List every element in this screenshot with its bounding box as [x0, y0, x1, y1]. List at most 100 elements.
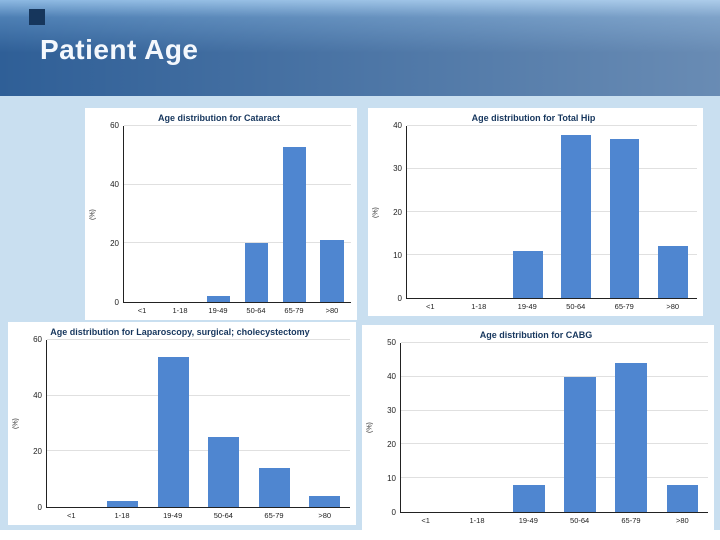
bar-50-64	[208, 437, 240, 507]
bar-slot	[452, 343, 503, 512]
x-tick-label: 65-79	[621, 516, 641, 525]
x-tick-label: 65-79	[614, 302, 634, 311]
x-tick-label: 65-79	[264, 511, 284, 520]
bar-slot	[162, 126, 200, 302]
chart-body: (%) 60 40 20 0 <1 1-18 19-49 50-64 65-79 >80	[87, 122, 351, 318]
slide-header: Patient Age	[0, 0, 720, 96]
x-tick-label: >80	[666, 302, 680, 311]
bar-slot	[124, 126, 162, 302]
y-axis: 60 40 20 0	[99, 122, 123, 307]
y-tick-label: 60	[110, 121, 119, 130]
bar->80	[309, 495, 341, 507]
bar-slot	[455, 126, 503, 298]
y-tick-label: 30	[393, 164, 402, 174]
x-axis: <1 1-18 19-49 50-64 65-79 >80	[123, 303, 351, 318]
y-tick-label: 20	[33, 447, 42, 456]
y-axis: 60 40 20 0	[22, 336, 46, 512]
bar-65-79	[609, 138, 640, 298]
gridline	[407, 211, 697, 212]
gridline	[407, 168, 697, 169]
bar-slot	[504, 126, 552, 298]
x-axis: <1 1-18 19-49 50-64 65-79 >80	[400, 513, 708, 528]
y-tick-label: 20	[393, 207, 402, 217]
y-axis: 50 40 30 20 10 0	[376, 339, 400, 517]
bar-slot	[200, 126, 238, 302]
x-axis: <1 1-18 19-49 50-64 65-79 >80	[46, 508, 350, 523]
bar-slot	[407, 126, 455, 298]
chart-cabg: Age distribution for CABG (%) 50 40 30 20 10…	[362, 325, 714, 530]
plot-area	[406, 125, 697, 299]
y-axis: 40 30 20 10 0	[382, 122, 406, 303]
bar-slot	[606, 343, 657, 512]
bar-19-49	[513, 484, 545, 512]
bar-1-18	[107, 501, 139, 507]
bar-slot	[300, 340, 351, 507]
x-tick-label: 1-18	[172, 306, 188, 315]
y-tick-label: 0	[37, 503, 42, 512]
bar-65-79	[282, 146, 306, 302]
y-axis-label: (%)	[12, 418, 20, 430]
bar-slot	[249, 340, 300, 507]
plot-area	[123, 125, 351, 303]
y-tick-label: 50	[387, 338, 396, 347]
x-axis: <1 1-18 19-49 50-64 65-79 >80	[406, 299, 697, 314]
bar-slot	[237, 126, 275, 302]
bar-65-79	[615, 363, 648, 512]
x-tick-label: 50-64	[246, 306, 266, 315]
decorative-square	[29, 9, 45, 25]
y-axis-label: (%)	[366, 422, 374, 434]
bar-slot	[401, 343, 452, 512]
y-tick-label: 10	[387, 474, 396, 483]
bar-19-49	[512, 250, 543, 298]
x-tick-label: 1-18	[469, 516, 485, 525]
gridline	[401, 409, 708, 411]
bar-50-64	[244, 243, 269, 302]
x-tick-label: >80	[325, 306, 339, 315]
chart-body: (%) 40 30 20 10 0 <1 1-18 19-49 50-64 65-79 >80	[370, 122, 697, 314]
bar-slot	[148, 340, 199, 507]
x-tick-label: 65-79	[284, 306, 304, 315]
gridline	[401, 342, 708, 343]
page-title: Patient Age	[40, 34, 199, 65]
x-tick-label: 19-49	[518, 516, 538, 525]
y-tick-label: 0	[391, 508, 396, 517]
x-tick-label: <1	[137, 306, 147, 315]
bar-slot	[600, 126, 648, 298]
y-tick-label: 20	[110, 239, 119, 248]
gridline	[401, 477, 708, 479]
y-tick-label: 40	[387, 372, 396, 381]
gridline	[124, 183, 351, 185]
bar->80	[320, 240, 344, 302]
bar-65-79	[258, 468, 290, 507]
x-tick-label: 1-18	[114, 511, 130, 520]
bottom-strip	[0, 530, 720, 540]
y-tick-label: 0	[114, 298, 119, 307]
y-tick-label: 60	[33, 335, 42, 344]
bar-slot	[503, 343, 554, 512]
bar-slot	[657, 343, 708, 512]
x-tick-label: <1	[67, 511, 76, 520]
x-tick-label: 50-64	[213, 511, 233, 520]
y-axis-label: (%)	[372, 207, 380, 218]
y-axis-label: (%)	[89, 209, 97, 220]
bar-slot	[47, 340, 98, 507]
gridline	[124, 242, 351, 244]
gridline	[47, 339, 350, 340]
gridline	[401, 443, 708, 445]
x-tick-label: 19-49	[163, 511, 183, 520]
plot-area	[400, 342, 708, 513]
gridline	[401, 375, 708, 377]
bar-slot	[199, 340, 250, 507]
x-tick-label: 50-64	[570, 516, 590, 525]
plot-area	[46, 339, 351, 508]
y-tick-label: 20	[387, 440, 396, 449]
bar-slot	[275, 126, 313, 302]
y-tick-label: 40	[33, 391, 42, 400]
bar-slot	[552, 126, 600, 298]
x-tick-label: 19-49	[208, 306, 228, 315]
chart-laparoscopy: Age distribution for Laparoscopy, surgic…	[8, 322, 356, 525]
bar-slot	[555, 343, 606, 512]
x-tick-label: 1-18	[471, 302, 487, 311]
x-tick-label: 19-49	[517, 302, 537, 311]
